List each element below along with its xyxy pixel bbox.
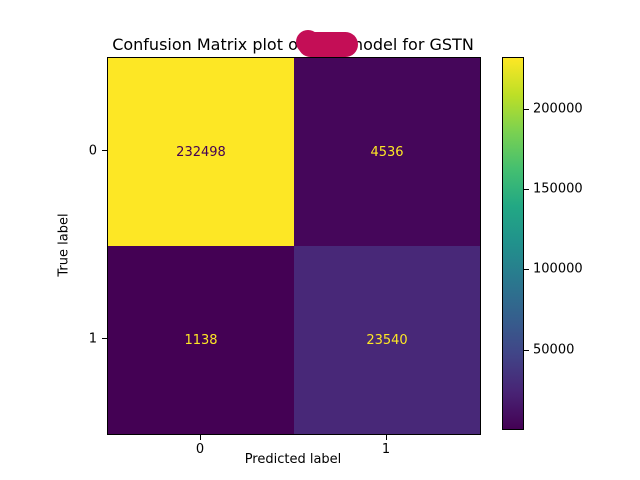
chart-title-prefix: Confusion Matrix plot of <box>112 34 304 54</box>
colorbar-tick-label: 100000 <box>533 261 583 277</box>
y-tick-mark <box>102 150 107 151</box>
colorbar-gradient <box>502 57 524 430</box>
colorbar-tick-mark <box>524 349 529 351</box>
colorbar-tick-label: 200000 <box>533 101 583 117</box>
y-tick-label: 1 <box>88 331 97 347</box>
x-tick-label: 0 <box>195 442 205 457</box>
cell-value: 232498 <box>176 144 226 160</box>
colorbar-tick-label: 150000 <box>533 181 583 197</box>
x-tick-mark <box>386 435 387 440</box>
x-tick-label: 1 <box>381 442 391 457</box>
cell-value: 23540 <box>366 332 408 348</box>
matrix-cell-0-0: 232498 <box>108 58 294 246</box>
matrix-cell-0-1: 4536 <box>294 58 480 246</box>
redaction-blob <box>295 29 358 57</box>
plot-area: 232498 4536 1138 23540 <box>107 57 481 435</box>
x-axis-label: Predicted label <box>244 452 342 467</box>
chart-title-suffix: model for GSTN <box>347 34 474 54</box>
y-tick-mark <box>102 338 107 339</box>
x-tick-mark <box>200 435 201 440</box>
matrix-cell-1-1: 23540 <box>294 246 480 434</box>
y-axis-label: True label <box>56 213 72 277</box>
colorbar-tick-mark <box>524 189 529 191</box>
chart-title: Confusion Matrix plot of model for GSTN <box>107 29 479 59</box>
cell-value: 1138 <box>184 332 218 348</box>
y-tick-label: 0 <box>88 143 97 159</box>
colorbar: 50000 100000 150000 200000 <box>502 57 632 430</box>
colorbar-tick-mark <box>524 109 529 111</box>
colorbar-tick-mark <box>524 269 529 271</box>
cell-value: 4536 <box>370 144 404 160</box>
matrix-cell-1-0: 1138 <box>108 246 294 434</box>
colorbar-tick-label: 50000 <box>533 342 575 358</box>
